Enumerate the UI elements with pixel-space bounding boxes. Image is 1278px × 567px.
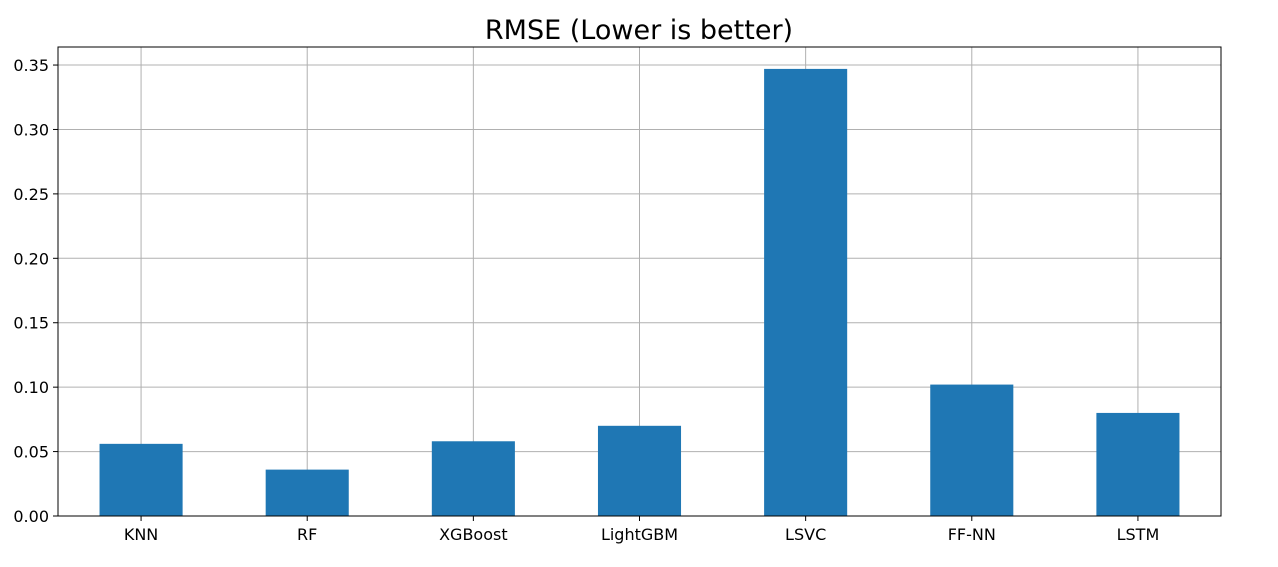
y-tick-label: 0.30 [13, 120, 49, 139]
bar-xgboost [431, 441, 515, 516]
bar-rf [265, 469, 349, 516]
bar-knn [99, 443, 183, 516]
y-tick-label: 0.20 [13, 249, 49, 268]
x-tick-label: RF [297, 525, 317, 544]
y-tick-label: 0.10 [13, 378, 49, 397]
y-tick-label: 0.15 [13, 314, 49, 333]
x-axis: KNN RF XGBoost LightGBM LSVC FF-NN LSTM [124, 516, 1159, 544]
x-tick-label: LightGBM [601, 525, 678, 544]
bar-lsvc [764, 68, 848, 517]
chart-title: RMSE (Lower is better) [485, 15, 793, 46]
x-tick-label: KNN [124, 525, 158, 544]
bar-ff-nn [930, 384, 1014, 516]
bar-lightgbm [597, 425, 682, 516]
y-tick-label: 0.00 [13, 507, 49, 526]
y-axis: 0.00 0.05 0.10 0.15 0.20 0.25 0.30 0.35 [13, 56, 58, 526]
x-tick-label: XGBoost [439, 525, 508, 544]
x-tick-label: LSVC [785, 525, 826, 544]
y-tick-label: 0.25 [13, 185, 49, 204]
x-tick-label: FF-NN [948, 525, 996, 544]
x-tick-label: LSTM [1117, 525, 1160, 544]
y-tick-label: 0.05 [13, 443, 49, 462]
bars [99, 68, 1180, 517]
bar-lstm [1096, 412, 1180, 516]
y-tick-label: 0.35 [13, 56, 49, 75]
